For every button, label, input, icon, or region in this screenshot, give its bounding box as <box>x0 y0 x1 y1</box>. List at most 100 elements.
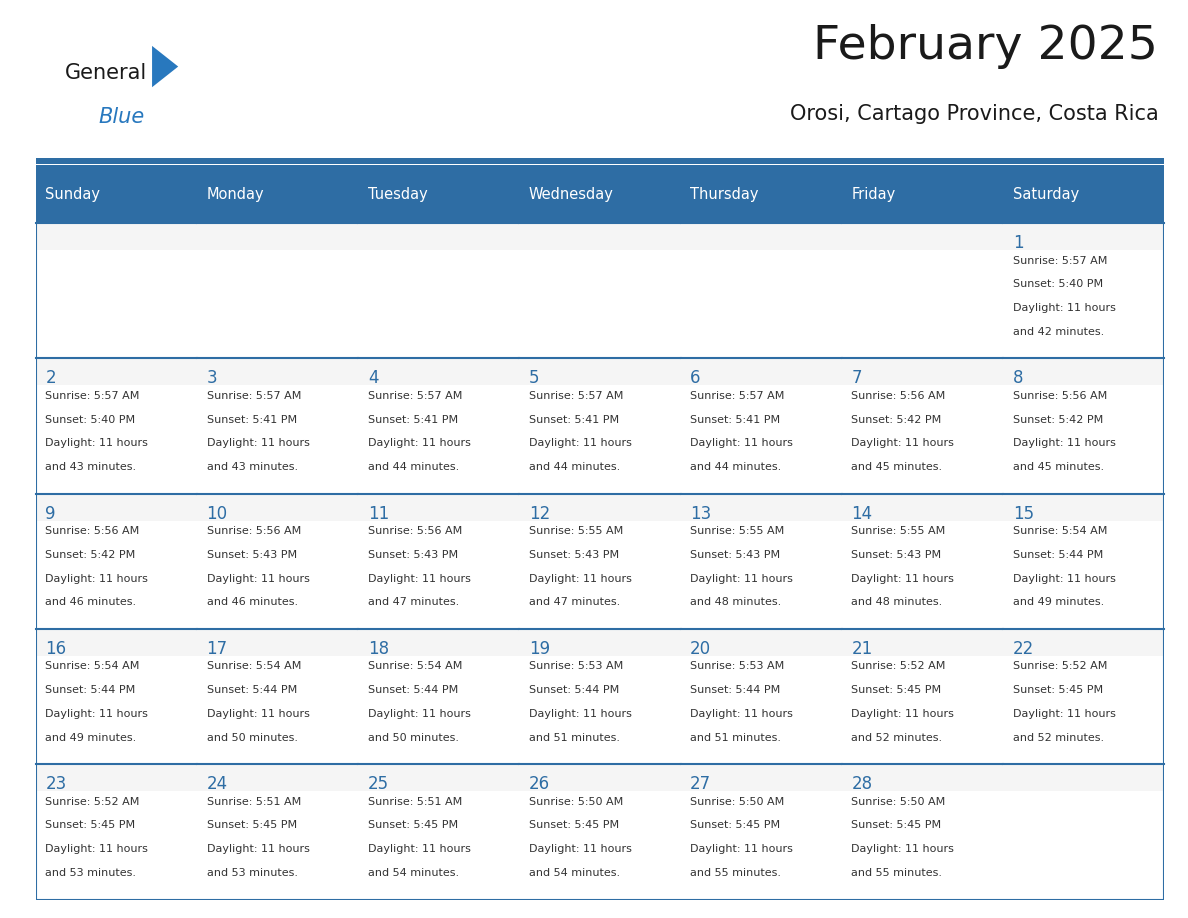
Text: Sunset: 5:43 PM: Sunset: 5:43 PM <box>529 550 619 560</box>
Text: Daylight: 11 hours: Daylight: 11 hours <box>852 438 954 448</box>
Text: and 45 minutes.: and 45 minutes. <box>1012 462 1104 472</box>
Text: Sunrise: 5:57 AM: Sunrise: 5:57 AM <box>368 391 462 401</box>
Text: Tuesday: Tuesday <box>368 186 428 202</box>
Bar <box>681 521 842 629</box>
Text: Daylight: 11 hours: Daylight: 11 hours <box>207 438 309 448</box>
Text: and 54 minutes.: and 54 minutes. <box>368 868 459 878</box>
Text: Sunset: 5:44 PM: Sunset: 5:44 PM <box>45 685 135 695</box>
Text: Sunset: 5:43 PM: Sunset: 5:43 PM <box>207 550 297 560</box>
Text: Sunset: 5:45 PM: Sunset: 5:45 PM <box>529 821 619 831</box>
Bar <box>681 386 842 494</box>
Text: and 43 minutes.: and 43 minutes. <box>207 462 298 472</box>
Bar <box>36 656 197 765</box>
Text: Sunrise: 5:53 AM: Sunrise: 5:53 AM <box>529 662 624 671</box>
Text: and 50 minutes.: and 50 minutes. <box>207 733 297 743</box>
Bar <box>842 386 1003 494</box>
Text: Sunrise: 5:56 AM: Sunrise: 5:56 AM <box>45 526 139 536</box>
Text: 12: 12 <box>529 505 550 522</box>
Text: 21: 21 <box>852 640 873 658</box>
Text: Sunset: 5:41 PM: Sunset: 5:41 PM <box>529 415 619 424</box>
Bar <box>36 521 197 629</box>
Text: and 46 minutes.: and 46 minutes. <box>207 598 298 607</box>
Bar <box>519 791 681 900</box>
Text: Daylight: 11 hours: Daylight: 11 hours <box>368 709 470 719</box>
Bar <box>197 250 358 358</box>
Text: Daylight: 11 hours: Daylight: 11 hours <box>852 574 954 584</box>
Bar <box>358 521 519 629</box>
Text: Sunset: 5:44 PM: Sunset: 5:44 PM <box>207 685 297 695</box>
Text: Sunset: 5:40 PM: Sunset: 5:40 PM <box>45 415 135 424</box>
Text: and 42 minutes.: and 42 minutes. <box>1012 327 1104 337</box>
Bar <box>36 250 197 358</box>
Text: and 47 minutes.: and 47 minutes. <box>529 598 620 607</box>
Text: Sunset: 5:40 PM: Sunset: 5:40 PM <box>1012 279 1102 289</box>
Text: 13: 13 <box>690 505 712 522</box>
Text: 18: 18 <box>368 640 388 658</box>
Text: Sunset: 5:44 PM: Sunset: 5:44 PM <box>529 685 619 695</box>
Text: and 49 minutes.: and 49 minutes. <box>1012 598 1104 607</box>
Text: Sunrise: 5:57 AM: Sunrise: 5:57 AM <box>45 391 140 401</box>
Text: 23: 23 <box>45 775 67 793</box>
Text: 6: 6 <box>690 369 701 387</box>
Text: Sunset: 5:44 PM: Sunset: 5:44 PM <box>368 685 459 695</box>
Text: and 48 minutes.: and 48 minutes. <box>690 598 782 607</box>
Text: 4: 4 <box>368 369 378 387</box>
Bar <box>681 656 842 765</box>
Text: Sunrise: 5:56 AM: Sunrise: 5:56 AM <box>368 526 462 536</box>
Text: Daylight: 11 hours: Daylight: 11 hours <box>1012 709 1116 719</box>
Text: Daylight: 11 hours: Daylight: 11 hours <box>852 709 954 719</box>
Text: Saturday: Saturday <box>1012 186 1079 202</box>
Text: and 55 minutes.: and 55 minutes. <box>852 868 942 878</box>
Text: Daylight: 11 hours: Daylight: 11 hours <box>207 574 309 584</box>
Text: 3: 3 <box>207 369 217 387</box>
Text: Sunrise: 5:51 AM: Sunrise: 5:51 AM <box>207 797 301 807</box>
Text: 2: 2 <box>45 369 56 387</box>
Text: Daylight: 11 hours: Daylight: 11 hours <box>529 845 632 854</box>
Text: and 48 minutes.: and 48 minutes. <box>852 598 943 607</box>
Text: Sunrise: 5:56 AM: Sunrise: 5:56 AM <box>1012 391 1107 401</box>
Text: and 53 minutes.: and 53 minutes. <box>45 868 137 878</box>
Text: Daylight: 11 hours: Daylight: 11 hours <box>690 709 794 719</box>
Text: February 2025: February 2025 <box>814 24 1158 69</box>
Text: 15: 15 <box>1012 505 1034 522</box>
Text: Sunrise: 5:53 AM: Sunrise: 5:53 AM <box>690 662 784 671</box>
Bar <box>519 521 681 629</box>
Text: Sunrise: 5:57 AM: Sunrise: 5:57 AM <box>207 391 301 401</box>
Text: 1: 1 <box>1012 234 1023 252</box>
Text: Sunrise: 5:54 AM: Sunrise: 5:54 AM <box>207 662 301 671</box>
Text: Daylight: 11 hours: Daylight: 11 hours <box>529 709 632 719</box>
Bar <box>1003 386 1164 494</box>
Text: Daylight: 11 hours: Daylight: 11 hours <box>368 574 470 584</box>
Text: Wednesday: Wednesday <box>529 186 614 202</box>
Text: Sunset: 5:41 PM: Sunset: 5:41 PM <box>207 415 297 424</box>
Text: Sunrise: 5:56 AM: Sunrise: 5:56 AM <box>852 391 946 401</box>
Text: General: General <box>65 62 147 83</box>
Bar <box>36 386 197 494</box>
Text: and 46 minutes.: and 46 minutes. <box>45 598 137 607</box>
Text: Sunday: Sunday <box>45 186 100 202</box>
Text: 19: 19 <box>529 640 550 658</box>
Text: Daylight: 11 hours: Daylight: 11 hours <box>690 438 794 448</box>
Text: and 52 minutes.: and 52 minutes. <box>1012 733 1104 743</box>
Text: Sunrise: 5:56 AM: Sunrise: 5:56 AM <box>207 526 301 536</box>
Text: and 53 minutes.: and 53 minutes. <box>207 868 297 878</box>
Bar <box>842 521 1003 629</box>
Bar <box>197 521 358 629</box>
Bar <box>1003 521 1164 629</box>
Text: and 51 minutes.: and 51 minutes. <box>690 733 782 743</box>
Text: and 51 minutes.: and 51 minutes. <box>529 733 620 743</box>
Text: Sunrise: 5:50 AM: Sunrise: 5:50 AM <box>852 797 946 807</box>
Bar <box>358 791 519 900</box>
Text: Daylight: 11 hours: Daylight: 11 hours <box>45 709 148 719</box>
Text: Sunset: 5:41 PM: Sunset: 5:41 PM <box>690 415 781 424</box>
Text: and 43 minutes.: and 43 minutes. <box>45 462 137 472</box>
Text: 17: 17 <box>207 640 228 658</box>
Text: and 44 minutes.: and 44 minutes. <box>529 462 620 472</box>
Text: and 44 minutes.: and 44 minutes. <box>368 462 459 472</box>
Text: Daylight: 11 hours: Daylight: 11 hours <box>368 845 470 854</box>
Text: 14: 14 <box>852 505 872 522</box>
Text: and 52 minutes.: and 52 minutes. <box>852 733 942 743</box>
Text: Sunrise: 5:54 AM: Sunrise: 5:54 AM <box>1012 526 1107 536</box>
Bar <box>197 791 358 900</box>
Text: and 44 minutes.: and 44 minutes. <box>690 462 782 472</box>
